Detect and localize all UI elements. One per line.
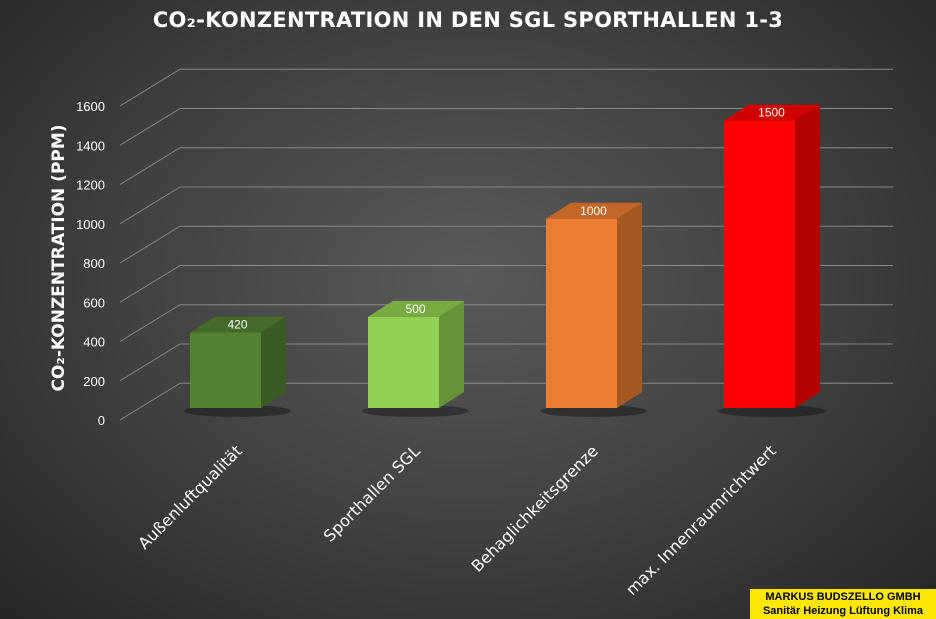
bar-side [261,316,286,408]
gridline [119,343,893,382]
bar-4 [718,104,825,417]
y-tick-label: 200 [83,374,105,389]
y-tick-label: 1600 [76,99,105,114]
y-tick-label: 800 [83,256,105,271]
data-label: 1500 [758,106,785,120]
bar-front [546,218,617,408]
y-axis-ticks: 0 200 400 600 800 1000 1200 1400 1600 [76,99,105,428]
gridline [119,147,893,185]
bar-1 [184,316,291,417]
company-logo: MARKUS BUDSZELLO GMBH Sanitär Heizung Lü… [750,589,936,619]
data-label: 420 [227,318,247,332]
bar-top [546,202,642,219]
bar-3 [540,202,647,417]
y-tick-label: 1400 [76,138,105,153]
y-tick-label: 0 [98,413,105,428]
bar-front [190,332,261,408]
y-tick-label: 600 [83,295,105,310]
bar-side [795,104,820,408]
chart-title: CO₂-KONZENTRATION IN DEN SGL SPORTHALLEN… [152,8,784,32]
bar-side [439,300,464,408]
y-tick-label: 400 [83,335,105,350]
x-tick-label: Behaglichkeitsgrenze [468,441,602,575]
gridline [119,382,893,421]
x-tick-label: Sporthallen SGL [320,441,424,545]
x-axis-labels: Außenluftqualität Sporthallen SGL Behaglic… [134,441,780,599]
gridline [119,186,893,225]
bars [184,104,825,417]
bar-top [368,300,464,317]
y-tick-label: 1000 [76,217,105,232]
data-label: 1000 [580,204,607,218]
bar-top [190,316,286,333]
gridline [119,264,893,303]
y-axis-title: CO₂-KONZENTRATION (PPM) [49,124,69,391]
y-tick-label: 1200 [76,178,105,193]
gridline [119,304,893,342]
x-tick-label: Außenluftqualität [134,441,246,553]
data-labels: 420 500 1000 1500 [227,106,785,332]
gridline [119,107,893,146]
bar-2 [362,300,469,417]
gridline [119,225,893,264]
bar-top [724,104,820,121]
bar-side [617,202,642,408]
gridline [119,68,893,107]
company-trades: Sanitär Heizung Lüftung Klima [762,605,924,617]
x-tick-label: max. Innenraumrichtwert [622,441,780,599]
bar-front [724,120,795,408]
gridlines [119,68,893,421]
data-label: 500 [405,302,425,316]
company-name: MARKUS BUDSZELLO GMBH [765,591,921,603]
bar-front [368,316,439,408]
